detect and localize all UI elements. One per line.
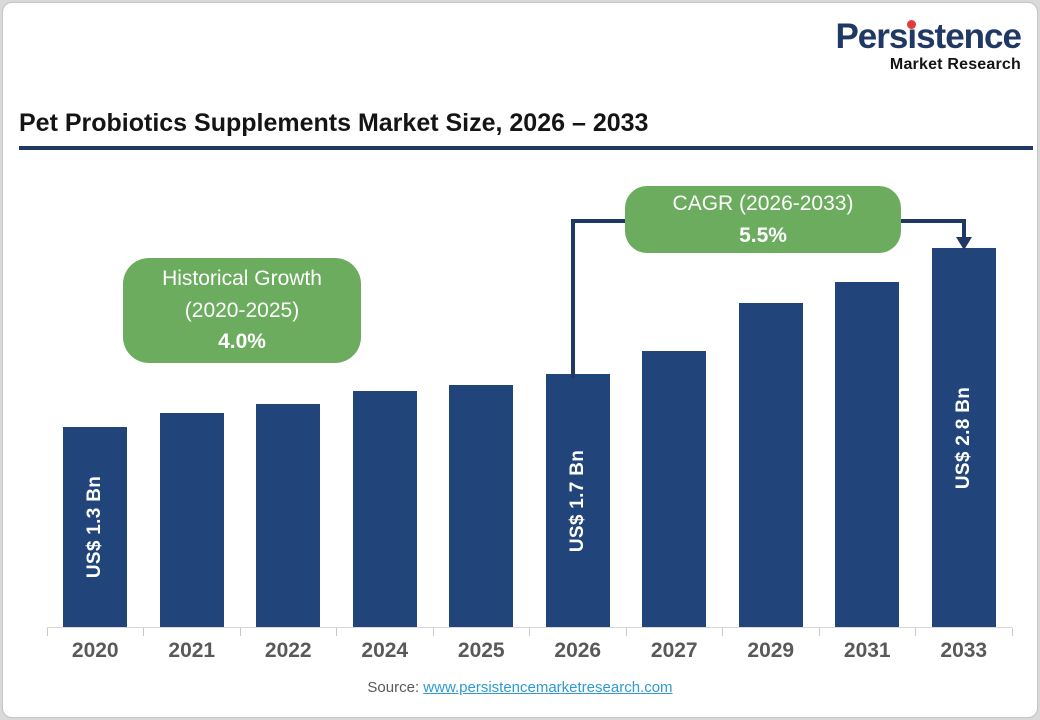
x-axis-label-2033: 2033 [940,639,988,662]
bar-2026: US$ 1.7 Bn [545,374,610,627]
bar-value-label-2026: US$ 1.7 Bn [566,449,588,552]
x-axis-label-2020: 2020 [71,639,119,662]
axis-tick [1011,628,1013,636]
x-axis-label-2025: 2025 [457,639,505,662]
x-axis-label-2026: 2026 [554,639,602,662]
bar-2025 [449,385,514,627]
cagr-connector-right-vertical [962,219,966,238]
bar-2031 [835,282,900,627]
pmr-logo: Persistence Market Research [835,17,1022,74]
cagr-line1: CAGR (2026-2033) [672,192,854,215]
bar-2033: US$ 2.8 Bn [931,248,996,627]
historical-growth-line1: Historical Growth [162,267,322,291]
bar-2020: US$ 1.3 Bn [63,427,128,627]
axis-tick [46,628,48,636]
axis-tick [336,628,337,636]
axis-tick [818,628,820,636]
x-axis-line [47,627,1012,628]
x-axis-label-2031: 2031 [843,639,891,662]
logo-wordmark: Persistence [835,17,1022,56]
x-axis-label-2024: 2024 [361,639,409,662]
logo-text-post: stence [916,17,1022,56]
bar-2021 [159,413,224,627]
x-axis-label-2022: 2022 [264,639,312,662]
axis-tick [529,628,530,636]
bar-value-label-2033: US$ 2.8 Bn [952,386,974,489]
logo-red-dot-i: i [907,17,917,56]
bar-2029 [738,303,803,627]
historical-growth-callout: Historical Growth (2020-2025) 4.0% [123,258,361,363]
plot-area: US$ 1.3 Bn 2020 2021 2022 2024 2025 US$ 1.7 Bn… [46,161,1013,662]
bar-value-label-2020: US$ 1.3 Bn [84,475,106,579]
axis-tick [915,628,916,636]
title-underline [19,146,1033,150]
arrow-down-icon [956,237,972,250]
cagr-connector-left-horizontal [571,219,629,223]
cagr-connector-left-vertical [571,219,575,378]
x-axis-label-2027: 2027 [650,639,698,662]
source-label: Source: [367,679,420,696]
bar-2024 [352,391,417,627]
source-link[interactable]: www.persistencemarketresearch.com [423,679,673,696]
x-axis-label-2021: 2021 [168,639,216,662]
cagr-connector-right-horizontal [897,219,966,223]
historical-growth-line2: (2020-2025) [184,298,300,322]
logo-text-pre: Pers [835,17,908,56]
logo-subtitle: Market Research [889,56,1021,73]
historical-growth-value: 4.0% [218,330,266,354]
x-axis-label-2029: 2029 [747,639,795,662]
page-title: Pet Probiotics Supplements Market Size, … [19,109,649,137]
bar-2022 [256,404,321,627]
cagr-callout: CAGR (2026-2033) 5.5% [625,186,901,253]
axis-tick [722,628,723,636]
axis-tick [432,628,434,636]
source-line: Source: www.persistencemarketresearch.co… [3,679,1037,696]
axis-tick [625,628,627,636]
cagr-value: 5.5% [739,223,787,247]
bar-2027 [642,351,707,627]
axis-tick [239,628,241,636]
axis-tick [143,628,144,636]
